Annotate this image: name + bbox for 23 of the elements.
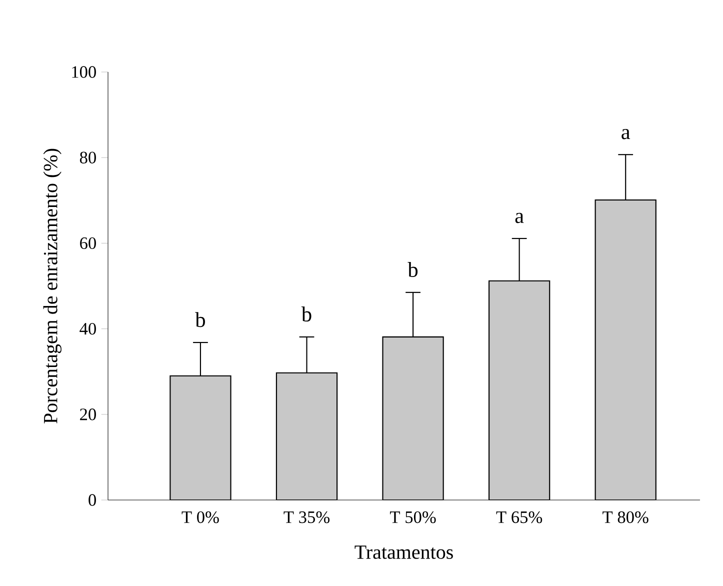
y-tick-label: 60 — [80, 237, 96, 250]
x-tick-label: T 50% — [390, 511, 436, 524]
annotation: b — [195, 312, 205, 328]
bar — [488, 280, 550, 500]
y-tick-label: 40 — [80, 322, 96, 335]
bar — [276, 372, 338, 500]
annotation: b — [301, 306, 312, 322]
x-tick-label: T 65% — [496, 511, 542, 524]
bar — [170, 375, 232, 500]
y-tick-label: 20 — [80, 408, 96, 420]
annotation: b — [408, 262, 418, 278]
bar — [594, 199, 656, 500]
x-tick-label: T 0% — [182, 511, 219, 524]
y-tick-label: 80 — [80, 152, 96, 164]
bar — [382, 336, 444, 500]
x-axis-title: Tratamentos — [354, 546, 453, 559]
x-tick-label: T 80% — [602, 511, 648, 524]
y-tick-label: 100 — [72, 66, 96, 78]
y-axis-title: Porcentagem de enraizamento (%) — [43, 148, 62, 424]
annotation: a — [622, 129, 630, 140]
x-tick-label: T 35% — [284, 511, 330, 524]
annotation: a — [515, 212, 524, 224]
y-tick-label: 0 — [88, 494, 96, 506]
